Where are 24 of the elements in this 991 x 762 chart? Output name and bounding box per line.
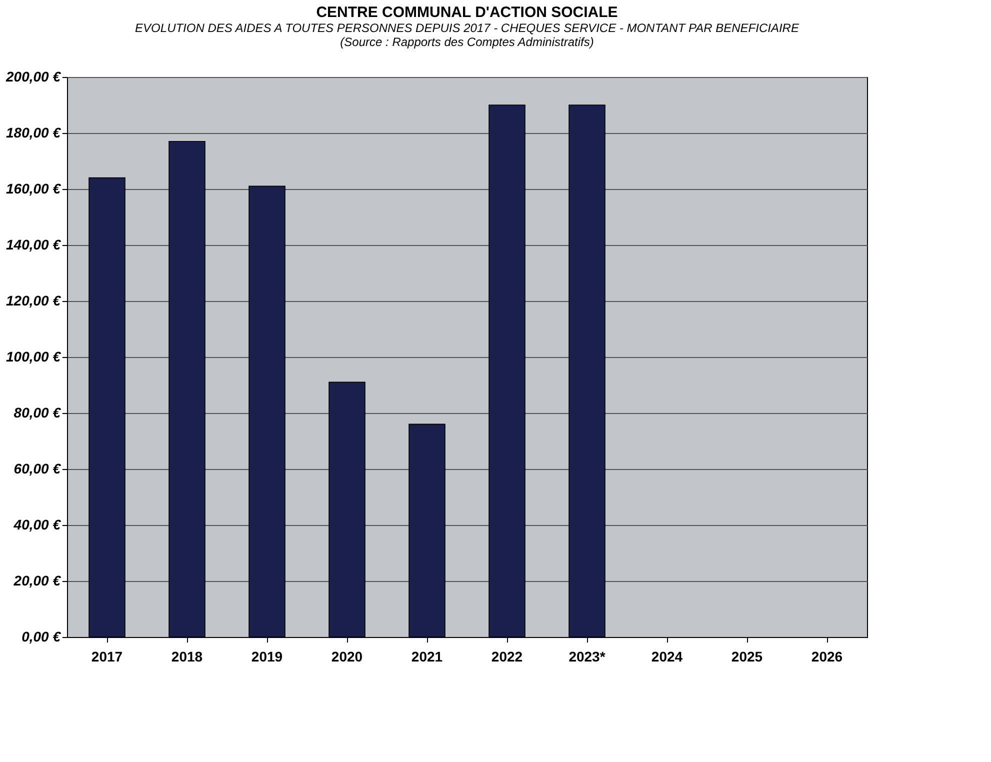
y-tick-label: 180,00 € — [6, 124, 62, 140]
y-tick-label: 40,00 € — [12, 516, 62, 532]
y-tick-label: 60,00 € — [14, 460, 62, 476]
y-tick-label: 160,00 € — [6, 180, 62, 196]
chart-subtitle: EVOLUTION DES AIDES A TOUTES PERSONNES DEPUIS 2017 - CHEQUES SERVICE - MONTANT PAR BENEFICIAIRE — [135, 21, 800, 35]
y-tick-label: 20,00 € — [12, 572, 62, 588]
x-tick-label: 2017 — [91, 648, 123, 664]
text: (Source : Rapports des Comptes Administratifs) — [340, 35, 594, 49]
x-tick-label: 2019 — [251, 648, 283, 664]
x-tick-label: 2022 — [491, 648, 523, 664]
y-tick-label: 80,00 € — [14, 404, 62, 420]
y-tick-label: 120,00 € — [6, 292, 62, 308]
x-tick-label: 2021 — [411, 648, 443, 664]
x-tick-label: 2025 — [731, 648, 763, 664]
y-tick-label: 140,00 € — [6, 236, 62, 252]
x-tick-label: 2018 — [171, 648, 203, 664]
x-tick-label: 2026 — [811, 648, 843, 664]
x-tick-label: 2020 — [331, 648, 363, 664]
y-tick-label: 200,00 € — [5, 68, 62, 84]
y-tick-label: 0,00 € — [22, 628, 62, 644]
x-tick-label: 2023* — [568, 648, 606, 664]
y-tick-label: 100,00 € — [6, 348, 62, 364]
chart-title: CENTRE COMMUNAL D'ACTION SOCIALE — [316, 4, 618, 21]
x-tick-label: 2024 — [651, 648, 683, 664]
